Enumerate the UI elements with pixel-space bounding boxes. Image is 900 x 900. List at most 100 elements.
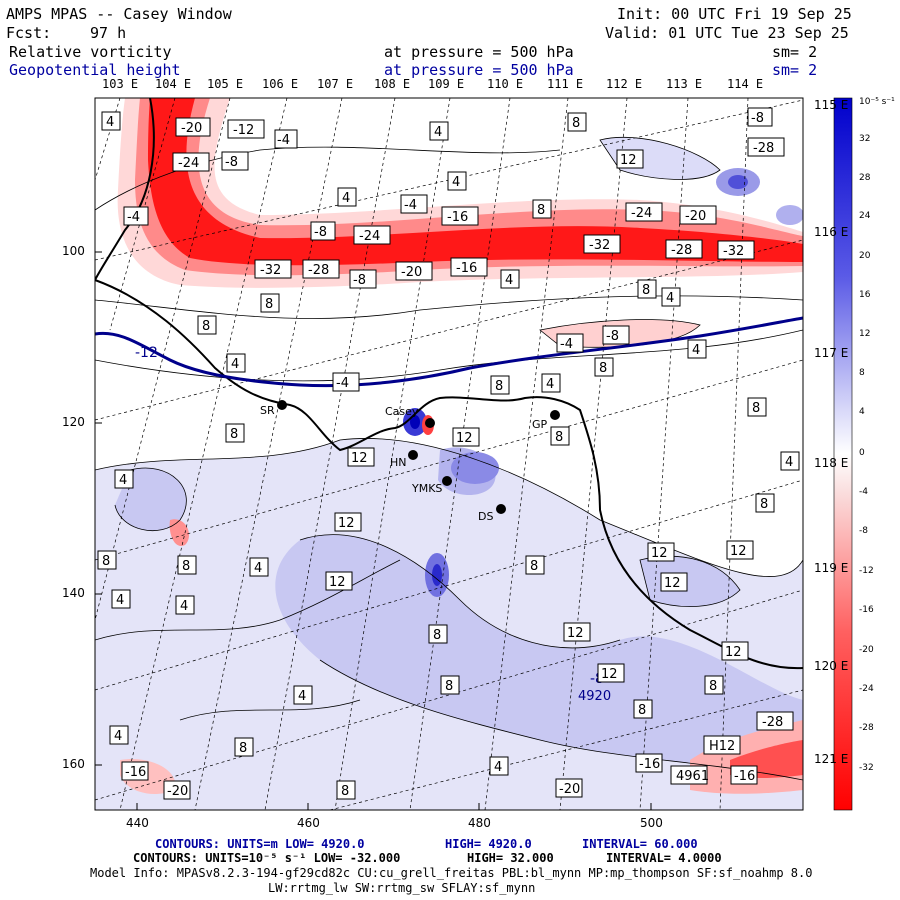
contour-label: 8 (234, 737, 254, 757)
contour-label: 12 (616, 149, 644, 169)
contour-label: -16 (635, 753, 663, 773)
svg-text:-28: -28 (308, 263, 329, 278)
y-tick-label: 140 (62, 586, 85, 600)
valid-time: Valid: 01 UTC Tue 23 Sep 25 (605, 24, 849, 42)
contour-label: 4 (541, 373, 561, 393)
contour-label: 8 (525, 555, 545, 575)
lon-label-right: 121 E (814, 752, 849, 766)
svg-text:4: 4 (546, 377, 554, 392)
svg-text:4: 4 (298, 689, 306, 704)
field1-pressure: at pressure = 500 hPa (384, 43, 574, 61)
svg-text:H12: H12 (709, 739, 735, 754)
contour-label: 4 (500, 269, 520, 289)
colorbar-label: 24 (859, 211, 871, 221)
colorbar-label: 28 (859, 173, 871, 183)
contour-label: 4 (175, 595, 195, 615)
footer-geopotential-high: HIGH= 4920.0 (445, 837, 532, 851)
colorbar (833, 97, 853, 811)
station-markers: SR Casey HN YMKS DS GP (260, 400, 560, 523)
field1-smoothing: sm= 2 (772, 43, 818, 61)
field2-pressure: at pressure = 500 hPa (384, 61, 574, 79)
contour-label: 4961 (670, 765, 709, 785)
svg-text:8: 8 (495, 379, 503, 394)
svg-text:-32: -32 (723, 244, 744, 259)
negative-vorticity-patch (169, 519, 190, 546)
contour-label: 12 (325, 571, 353, 591)
svg-text:4: 4 (452, 175, 460, 190)
colorbar-label: -12 (859, 566, 874, 576)
colorbar-label: 16 (859, 290, 871, 300)
contour-label: -4 (274, 129, 298, 149)
positive-vorticity-patch (275, 534, 803, 780)
contour-label: -20 (175, 117, 211, 137)
svg-text:-16: -16 (456, 261, 477, 276)
lon-label: 114 E (727, 77, 764, 91)
contour-label: 12 (726, 540, 754, 560)
contour-label: 4 (293, 685, 313, 705)
contour-label: 12 (647, 542, 675, 562)
x-tick-label: 500 (640, 816, 663, 830)
vorticity-max (776, 205, 803, 225)
svg-text:-32: -32 (589, 238, 610, 253)
vorticity-max (432, 564, 442, 586)
geopotential-contour-4920 (95, 316, 803, 388)
contour-label: 8 (637, 279, 657, 299)
map-title: AMPS MPAS -- Casey Window (6, 5, 232, 23)
field2-name: Geopotential height (9, 61, 181, 79)
contour-label: 12 (660, 572, 688, 592)
svg-text:8: 8 (202, 319, 210, 334)
contour-label: H12 (703, 735, 741, 755)
lon-label: 112 E (606, 77, 643, 91)
contour-label: 12 (452, 427, 480, 447)
svg-text:4: 4 (692, 343, 700, 358)
svg-text:4: 4 (231, 357, 239, 372)
x-tick-label: 480 (468, 816, 491, 830)
station-marker-hn (408, 450, 418, 460)
svg-text:8: 8 (752, 401, 760, 416)
station-label: Casey (385, 405, 419, 418)
contour-label: 8 (177, 555, 197, 575)
svg-text:4: 4 (119, 473, 127, 488)
colorbar-label: -8 (859, 526, 868, 536)
svg-text:-28: -28 (762, 715, 783, 730)
svg-text:8: 8 (265, 297, 273, 312)
contour-label: -8 (349, 269, 377, 289)
svg-text:4961: 4961 (676, 769, 709, 784)
svg-text:-16: -16 (447, 210, 468, 225)
colorbar-label: 12 (859, 329, 871, 339)
contour-label: -8 (310, 221, 336, 241)
contour-label: 8 (490, 375, 510, 395)
y-tick-label: 120 (62, 415, 85, 429)
svg-text:4: 4 (494, 760, 502, 775)
geopotential-label: -12 (135, 345, 158, 361)
contour-label: -28 (756, 711, 794, 731)
contour-label: 8 (97, 550, 117, 570)
svg-text:8: 8 (709, 679, 717, 694)
lon-label: 109 E (428, 77, 465, 91)
x-tick-label: 440 (126, 816, 149, 830)
footer-vorticity-interval: INTERVAL= 4.0000 (606, 851, 722, 865)
svg-text:8: 8 (555, 430, 563, 445)
forecast-hour: 97 h (90, 24, 127, 42)
footer-model-info-2: LW:rrtmg_lw SW:rrtmg_sw SFLAY:sf_mynn (268, 881, 536, 895)
footer-vorticity-contours: CONTOURS: UNITS=10⁻⁵ s⁻¹ LOW= -32.000 (133, 851, 401, 865)
svg-text:-8: -8 (225, 155, 238, 170)
contour-label: 8 (260, 293, 280, 313)
svg-text:-4: -4 (560, 337, 573, 352)
contour-label: -24 (172, 152, 210, 172)
lon-label-right: 119 E (814, 561, 849, 575)
svg-text:-20: -20 (401, 265, 422, 280)
svg-text:4: 4 (785, 455, 793, 470)
contour-label: -32 (254, 259, 292, 279)
colorbar-label: -20 (859, 645, 874, 655)
svg-text:4: 4 (434, 125, 442, 140)
contour-label: -28 (302, 259, 340, 279)
colorbar-label: -16 (859, 605, 874, 615)
svg-text:8: 8 (445, 679, 453, 694)
lon-label: 106 E (262, 77, 299, 91)
lon-label-right: 115 E (814, 98, 849, 112)
contour-label: 12 (721, 641, 749, 661)
contour-label: 8 (704, 675, 724, 695)
contour-label: -8 (747, 107, 773, 127)
colorbar-label: 32 (859, 134, 871, 144)
